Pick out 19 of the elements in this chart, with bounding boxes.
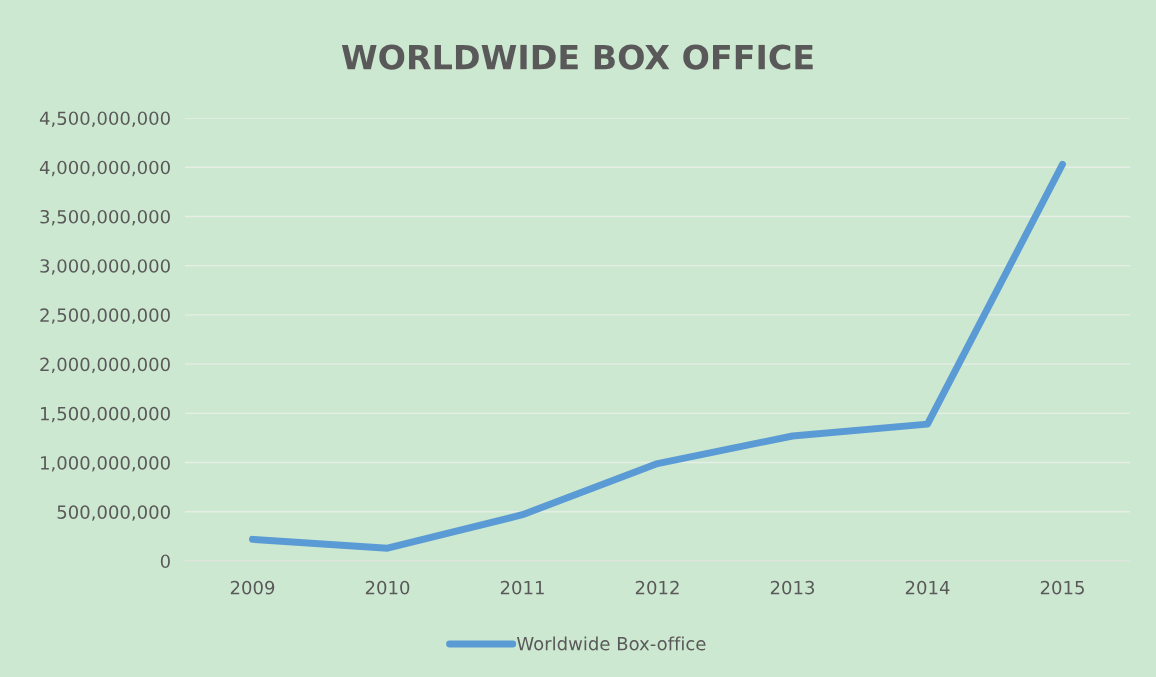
x-tick-label: 2013 (770, 580, 815, 595)
x-tick-label: 2012 (635, 580, 679, 595)
y-tick-label: 1,500,000,000 (41, 406, 170, 423)
legend-label: Worldwide Box-office (516, 636, 706, 651)
y-tick-label: 3,500,000,000 (40, 209, 170, 226)
y-tick-label: 4,000,000,000 (39, 160, 170, 177)
y-tick-label: 2,500,000,000 (40, 308, 170, 324)
y-tick-label: 2,000,000,000 (40, 357, 170, 374)
x-tick-label: 2009 (230, 580, 275, 595)
x-tick-label: 2014 (905, 580, 950, 595)
y-tick-label: 1,000,000,000 (41, 456, 170, 472)
y-tick-label: 500,000,000 (57, 505, 170, 521)
x-tick-label: 2010 (365, 580, 410, 595)
chart-title: WORLDWIDE BOX OFFICE (341, 44, 813, 70)
x-tick-label: 2015 (1040, 580, 1084, 595)
y-tick-label: 0 (160, 554, 170, 569)
y-tick-label: 4,500,000,000 (39, 111, 170, 127)
x-tick-label: 2011 (500, 580, 544, 595)
y-tick-label: 3,000,000,000 (40, 259, 170, 275)
